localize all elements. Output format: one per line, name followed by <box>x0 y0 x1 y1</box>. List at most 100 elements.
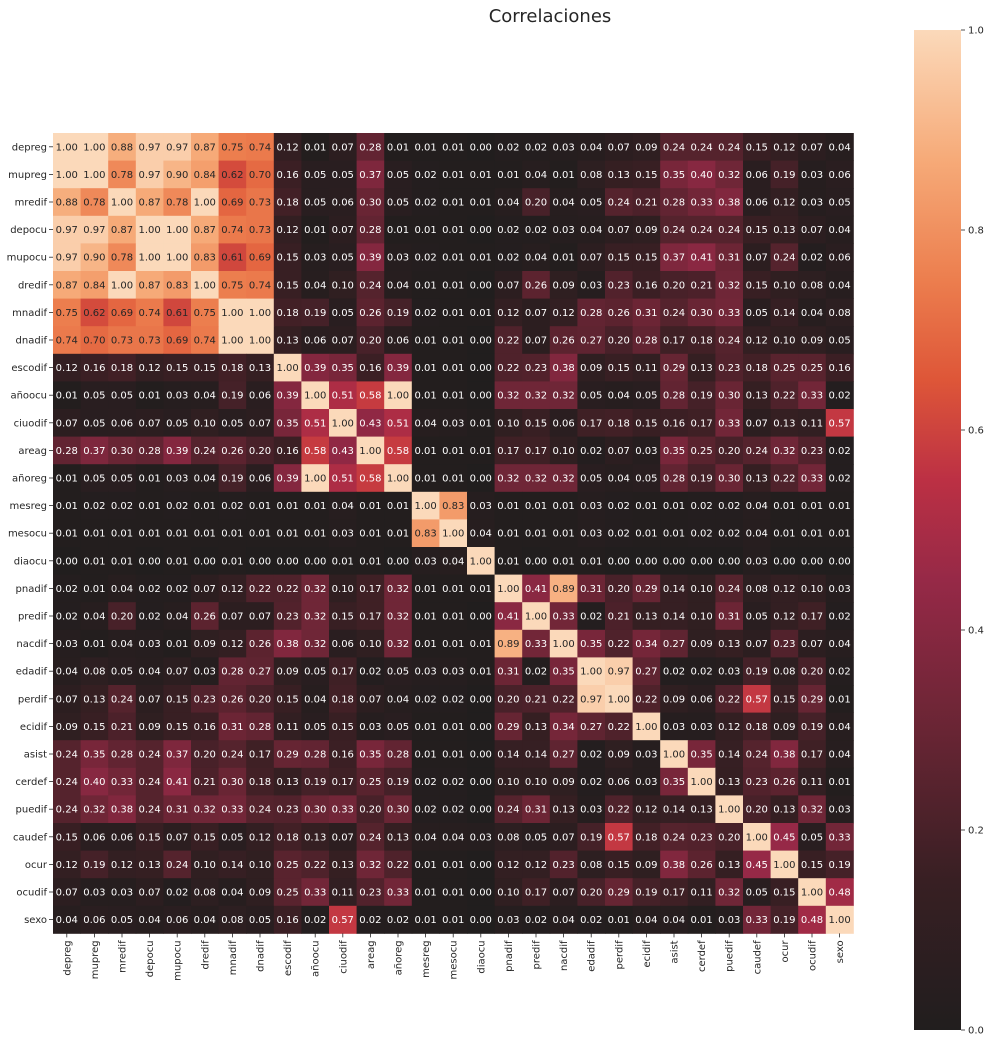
cell-value-label: 0.39 <box>166 446 188 457</box>
heatmap-cell <box>301 188 330 217</box>
heatmap-cell <box>301 298 330 327</box>
heatmap-cell <box>411 160 440 189</box>
heatmap-cell <box>522 271 551 299</box>
cell-value-label: 0.10 <box>497 418 519 429</box>
cell-value-label: 0.02 <box>525 225 547 236</box>
heatmap-cell <box>549 215 578 244</box>
cell-value-label: 0.00 <box>276 556 298 567</box>
cell-value-label: 0.12 <box>497 308 519 319</box>
heatmap-cell <box>53 298 81 327</box>
heatmap-cell <box>494 574 523 603</box>
x-tick-label: caudef <box>752 940 763 974</box>
cell-value-label: 0.24 <box>249 805 271 816</box>
heatmap-cell <box>356 574 385 603</box>
cell-value-label: 0.10 <box>525 777 547 788</box>
cell-value-label: 0.45 <box>773 832 795 843</box>
cell-value-label: 0.02 <box>414 198 436 209</box>
cell-value-label: 0.78 <box>83 198 105 209</box>
heatmap-cell <box>273 326 302 355</box>
heatmap-cell <box>411 547 440 575</box>
cell-value-label: 0.13 <box>690 805 712 816</box>
heatmap-cell <box>135 519 164 548</box>
cell-value-label: 0.22 <box>304 860 326 871</box>
cell-value-label: 0.18 <box>276 308 298 319</box>
heatmap-cell <box>715 215 744 244</box>
cell-value-label: 0.00 <box>470 777 492 788</box>
heatmap-cell <box>135 188 164 217</box>
heatmap-cell <box>715 381 744 410</box>
y-tick-label: mesreg <box>10 501 48 512</box>
heatmap-cell <box>411 243 440 272</box>
cell-value-label: 0.05 <box>83 391 105 402</box>
heatmap-cell <box>605 767 633 796</box>
cell-value-label: 0.57 <box>608 832 630 843</box>
cell-value-label: 0.20 <box>663 280 685 291</box>
cell-value-label: 0.41 <box>525 584 547 595</box>
cell-value-label: 0.05 <box>332 170 354 181</box>
cell-value-label: 1.00 <box>525 612 547 623</box>
y-tick-label: ciuodif <box>14 418 48 429</box>
cell-value-label: 0.90 <box>166 170 188 181</box>
heatmap-cell <box>439 133 468 161</box>
heatmap-cell <box>494 271 523 299</box>
heatmap-cell <box>687 795 716 824</box>
heatmap-cell <box>577 740 606 769</box>
heatmap-cell <box>384 188 413 217</box>
heatmap-cell <box>549 685 578 713</box>
cell-value-label: 0.02 <box>304 915 326 926</box>
heatmap-cell <box>246 519 275 548</box>
heatmap-cell <box>329 436 357 465</box>
x-tick-label: puedif <box>725 940 736 972</box>
cell-value-label: 0.01 <box>359 529 381 540</box>
heatmap-cell <box>715 767 744 796</box>
heatmap-cell <box>80 657 109 686</box>
cell-value-label: 1.00 <box>194 280 216 291</box>
cell-value-label: 0.05 <box>111 391 133 402</box>
heatmap-cell <box>53 712 81 741</box>
cell-value-label: 0.32 <box>194 805 216 816</box>
cell-value-label: 0.08 <box>83 667 105 678</box>
cell-value-label: 0.39 <box>276 391 298 402</box>
heatmap-cell <box>798 657 827 686</box>
cell-value-label: 0.69 <box>166 336 188 347</box>
heatmap-cell <box>384 409 413 437</box>
cell-value-label: 0.35 <box>276 418 298 429</box>
cell-value-label: 0.21 <box>608 612 630 623</box>
cell-value-label: 0.04 <box>580 225 602 236</box>
cell-value-label: 0.32 <box>718 888 740 899</box>
cell-value-label: 0.20 <box>718 446 740 457</box>
heatmap-cell <box>605 712 633 741</box>
cell-value-label: 0.24 <box>194 446 216 457</box>
cell-value-label: 0.07 <box>552 832 574 843</box>
cell-value-label: 0.30 <box>221 777 243 788</box>
heatmap-cell <box>467 685 495 713</box>
cell-value-label: 0.87 <box>138 280 160 291</box>
heatmap-cell <box>218 353 247 382</box>
heatmap-cell <box>163 740 192 769</box>
cell-value-label: 0.03 <box>580 805 602 816</box>
heatmap-cell <box>687 740 716 769</box>
cell-value-label: 0.01 <box>801 501 823 512</box>
x-tick-label: pnadif <box>504 940 515 972</box>
cell-value-label: 0.05 <box>746 888 768 899</box>
cell-value-label: 0.13 <box>525 722 547 733</box>
heatmap-cell <box>687 298 716 327</box>
heatmap-cell <box>218 795 247 824</box>
heatmap-cell <box>191 271 219 299</box>
cell-value-label: 0.20 <box>580 888 602 899</box>
heatmap-cell <box>135 436 164 465</box>
heatmap-cell <box>273 353 302 382</box>
cell-value-label: 0.05 <box>332 308 354 319</box>
heatmap-cell <box>273 436 302 465</box>
cell-value-label: 0.06 <box>387 336 409 347</box>
heatmap-cell <box>218 215 247 244</box>
heatmap-cell <box>687 574 716 603</box>
heatmap-cell <box>715 188 744 217</box>
cell-value-label: 1.00 <box>276 363 298 374</box>
cell-value-label: 0.04 <box>828 722 850 733</box>
cell-value-label: 0.02 <box>359 915 381 926</box>
heatmap-cell <box>191 215 219 244</box>
cell-value-label: 0.00 <box>138 556 160 567</box>
cell-value-label: 0.24 <box>56 750 78 761</box>
heatmap-cell <box>218 547 247 575</box>
